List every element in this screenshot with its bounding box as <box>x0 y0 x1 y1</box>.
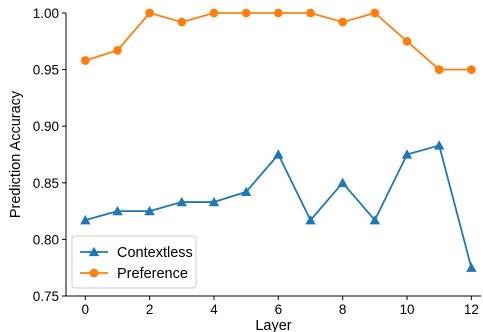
contextless-point <box>466 262 477 272</box>
contextless-point <box>240 186 252 197</box>
preference-point <box>338 17 348 27</box>
contextless-point <box>401 149 413 159</box>
contextless-point <box>144 205 155 216</box>
preference-point <box>241 8 251 18</box>
x-tick-label: 10 <box>399 302 414 317</box>
series-layer <box>80 8 477 272</box>
y-tick-label: 0.75 <box>33 289 59 304</box>
contextless-point <box>208 196 220 207</box>
x-tick-label: 2 <box>146 302 154 317</box>
preference-point <box>113 45 122 55</box>
x-axis-label: Layer <box>255 318 291 332</box>
legend-preference-label: Preference <box>117 266 188 282</box>
x-tick-label: 6 <box>275 302 283 317</box>
x-tick-label: 12 <box>464 302 479 317</box>
series-preference <box>80 8 476 74</box>
y-tick-label: 0.80 <box>33 232 59 247</box>
x-tick-label: 4 <box>210 302 218 317</box>
contextless-point <box>112 205 123 216</box>
legend-contextless-label: Contextless <box>117 245 193 261</box>
preference-point <box>306 8 315 18</box>
y-axis-label: Prediction Accuracy <box>8 90 24 218</box>
preference-point <box>402 36 412 46</box>
preference-point <box>177 17 187 27</box>
preference-point <box>370 8 380 18</box>
x-tick-label: 0 <box>82 302 90 317</box>
legend-box <box>71 235 197 289</box>
contextless-point <box>305 214 316 225</box>
contextless-point <box>273 149 284 159</box>
preference-line <box>85 12 472 71</box>
y-tick-label: 0.95 <box>33 63 59 78</box>
series-contextless <box>80 140 477 272</box>
preference-point <box>466 65 476 74</box>
y-tick-label: 1.00 <box>33 6 59 21</box>
contextless-point <box>433 140 445 150</box>
x-tick-label: 8 <box>339 302 347 317</box>
axes: 0 2 4 6 8 10 12 0.75 0.80 0.85 0.90 0.95 1.00 <box>33 6 481 317</box>
preference-point <box>209 8 219 18</box>
legend-contextless-marker <box>88 246 100 257</box>
preference-point <box>80 56 90 65</box>
preference-point <box>273 8 283 18</box>
contextless-point <box>337 177 348 187</box>
preference-point <box>434 65 444 74</box>
contextless-point <box>80 214 91 225</box>
contextless-point <box>176 196 188 207</box>
y-tick-label: 0.90 <box>33 119 59 134</box>
y-tick-label: 0.85 <box>33 176 59 191</box>
preference-point <box>145 8 155 18</box>
legend: Contextless Preference <box>71 235 197 289</box>
legend-preference-marker <box>89 268 99 278</box>
contextless-point <box>369 214 381 225</box>
